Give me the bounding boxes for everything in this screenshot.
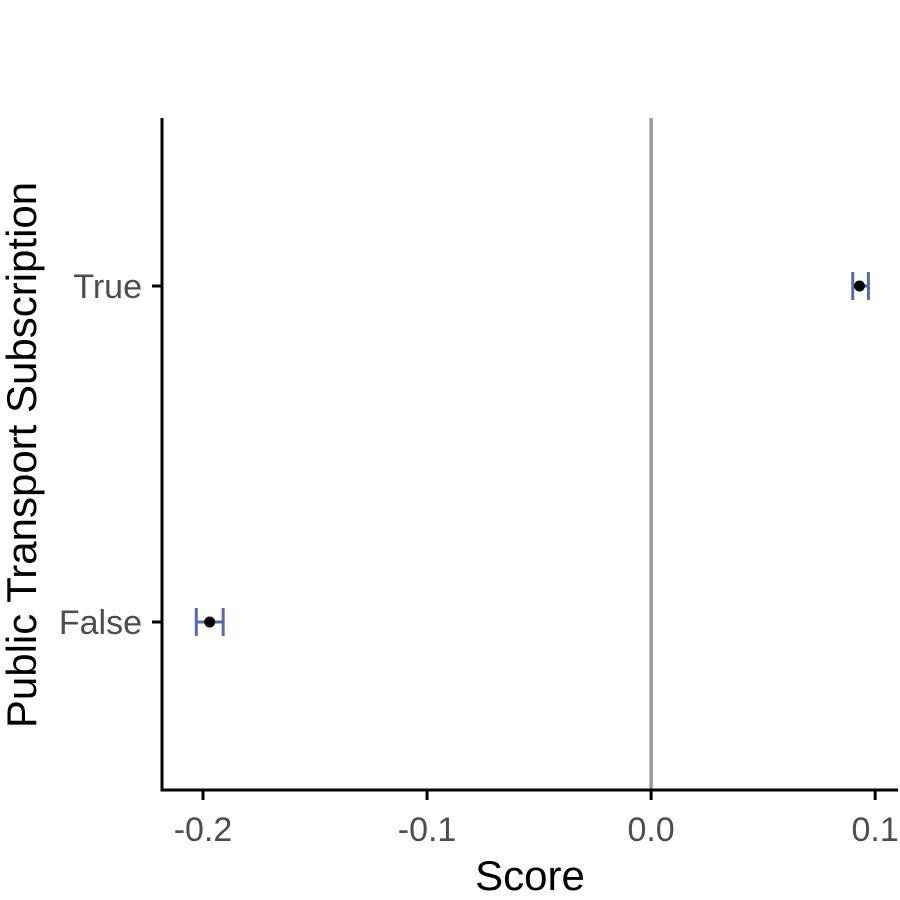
- x-tick-label: 0.0: [627, 811, 674, 849]
- data-point-true: [851, 272, 870, 300]
- x-axis-ticks: -0.2 -0.1 0.0 0.1: [174, 790, 899, 849]
- y-axis-ticks: True False: [59, 268, 162, 642]
- x-tick-label: 0.1: [852, 811, 899, 849]
- y-tick-label: True: [73, 268, 142, 306]
- x-tick-label: -0.1: [398, 811, 457, 849]
- x-axis-title: Score: [475, 852, 585, 899]
- y-axis-title: Public Transport Subscription: [0, 182, 45, 728]
- point-marker: [204, 616, 216, 628]
- y-tick-label: False: [59, 604, 142, 642]
- data-point-false: [194, 608, 225, 636]
- point-marker: [853, 280, 865, 292]
- plot-area: [194, 118, 870, 790]
- x-tick-label: -0.2: [174, 811, 233, 849]
